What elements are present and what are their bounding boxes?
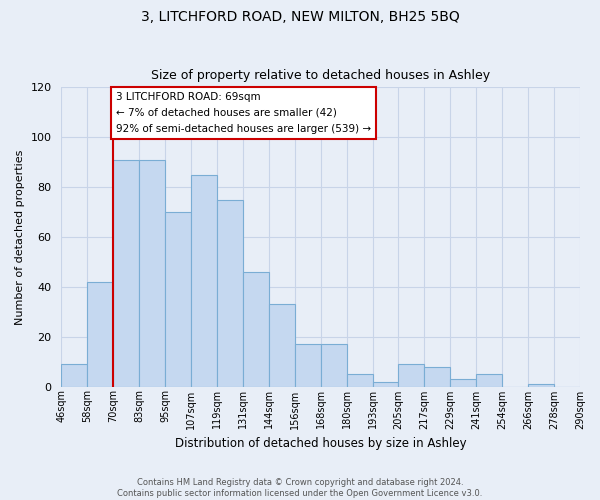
- Bar: [476, 374, 502, 386]
- Title: Size of property relative to detached houses in Ashley: Size of property relative to detached ho…: [151, 69, 490, 82]
- Text: 3 LITCHFORD ROAD: 69sqm
← 7% of detached houses are smaller (42)
92% of semi-det: 3 LITCHFORD ROAD: 69sqm ← 7% of detached…: [116, 92, 371, 134]
- Bar: [451, 379, 476, 386]
- Bar: [373, 382, 398, 386]
- Bar: [295, 344, 321, 387]
- Bar: [321, 344, 347, 387]
- Bar: [88, 282, 113, 387]
- X-axis label: Distribution of detached houses by size in Ashley: Distribution of detached houses by size …: [175, 437, 467, 450]
- Bar: [347, 374, 373, 386]
- Bar: [243, 272, 269, 386]
- Bar: [113, 160, 139, 386]
- Bar: [217, 200, 243, 386]
- Bar: [269, 304, 295, 386]
- Bar: [165, 212, 191, 386]
- Bar: [139, 160, 165, 386]
- Text: 3, LITCHFORD ROAD, NEW MILTON, BH25 5BQ: 3, LITCHFORD ROAD, NEW MILTON, BH25 5BQ: [140, 10, 460, 24]
- Text: Contains HM Land Registry data © Crown copyright and database right 2024.
Contai: Contains HM Land Registry data © Crown c…: [118, 478, 482, 498]
- Bar: [191, 174, 217, 386]
- Y-axis label: Number of detached properties: Number of detached properties: [15, 149, 25, 324]
- Bar: [61, 364, 88, 386]
- Bar: [398, 364, 424, 386]
- Bar: [528, 384, 554, 386]
- Bar: [424, 366, 451, 386]
